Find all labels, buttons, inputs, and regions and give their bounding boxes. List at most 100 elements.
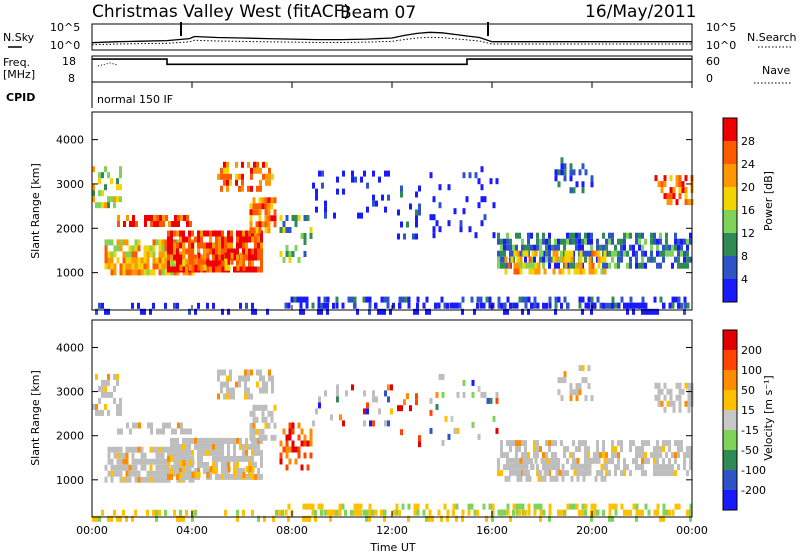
range-gate-cell [629,244,632,251]
x-tick-label: 00:00 [76,524,108,537]
range-gate-cell [681,181,685,188]
range-gate-cell [510,256,514,263]
range-gate-cell [584,256,587,263]
range-gate-cell [674,470,677,477]
range-gate-cell [437,509,441,516]
range-gate-cell [162,422,165,429]
range-gate-cell [584,509,587,516]
colorbar-segment [723,233,737,256]
range-gate-cell [563,470,566,477]
range-gate-cell [503,464,506,471]
range-gate-cell [203,260,206,267]
range-gate-cell [587,365,591,372]
range-gate-cell [534,268,538,275]
range-gate-cell [515,503,519,510]
range-gate-cell [285,227,289,233]
range-gate-cell [155,257,159,264]
range-gate-cell [203,437,206,444]
range-gate-cell [233,472,237,478]
range-gate-cell [513,469,517,476]
range-gate-cell [238,185,241,192]
range-gate-cell [566,446,569,453]
range-gate-cell [303,233,307,239]
range-gate-cell [134,476,138,483]
range-gate-cell [167,266,170,273]
range-gate-cell [552,250,556,257]
range-gate-cell [183,428,186,435]
range-gate-cell [474,172,478,179]
range-gate-cell [308,503,312,510]
range-gate-cell [551,244,554,251]
range-gate-cell [549,463,553,470]
range-gate-cell [416,302,419,309]
range-gate-cell [657,388,661,395]
range-gate-cell [641,244,644,251]
range-gate-cell [197,264,201,271]
range-gate-cell [536,446,539,453]
range-gate-cell [507,475,511,482]
range-gate-cell [278,509,281,516]
range-gate-cell [674,238,677,245]
range-gate-cell [557,389,561,396]
range-gate-cell [335,296,339,303]
range-gate-cell [686,256,689,263]
range-gate-cell [95,515,98,522]
range-gate-cell [663,193,667,200]
range-gate-cell [282,227,286,233]
range-gate-cell [250,369,253,376]
range-gate-cell [206,258,210,265]
range-gate-cell [500,452,503,459]
range-gate-cell [173,449,176,456]
range-gate-cell [477,178,481,185]
range-gate-cell [596,244,599,251]
range-gate-cell [500,256,503,263]
range-gate-cell [116,379,119,386]
range-gate-cell [191,455,194,462]
range-gate-cell [663,394,667,401]
range-gate-cell [677,503,681,510]
range-gate-cell [353,296,357,303]
range-gate-cell [143,245,147,252]
range-gate-cell [560,169,564,176]
range-gate-cell [480,220,484,227]
range-gate-cell [176,254,179,261]
range-gate-cell [400,405,403,412]
range-gate-cell [522,262,526,269]
range-gate-cell [167,461,170,468]
range-gate-cell [132,422,135,429]
range-gate-cell [194,509,197,516]
range-gate-cell [227,308,230,315]
range-gate-cell [221,443,224,450]
range-gate-cell [125,452,129,459]
range-gate-cell [119,446,123,453]
range-gate-cell [244,393,247,400]
range-gate-cell [617,262,620,269]
range-gate-cell [644,452,647,459]
range-gate-cell [497,296,501,303]
range-gate-cell [659,238,662,245]
range-gate-cell [350,296,354,303]
range-gate-cell [230,437,233,444]
range-gate-cell [611,452,614,459]
range-gate-cell [570,250,574,257]
range-gate-cell [158,452,162,459]
range-gate-cell [657,400,661,407]
power-scatter-data [92,157,694,315]
range-gate-cell [569,503,573,510]
range-gate-cell [468,172,472,179]
range-gate-cell [242,455,245,462]
range-gate-cell [447,220,451,227]
range-gate-cell [584,302,588,309]
range-gate-cell [188,260,191,267]
range-gate-cell [533,509,537,516]
range-gate-cell [666,193,670,200]
range-gate-cell [197,236,200,243]
range-gate-cell [575,503,579,510]
range-gate-cell [209,248,212,255]
range-gate-cell [629,440,632,447]
range-gate-cell [149,476,153,483]
range-gate-cell [675,175,679,182]
range-gate-cell [131,251,135,258]
range-gate-cell [372,420,375,427]
